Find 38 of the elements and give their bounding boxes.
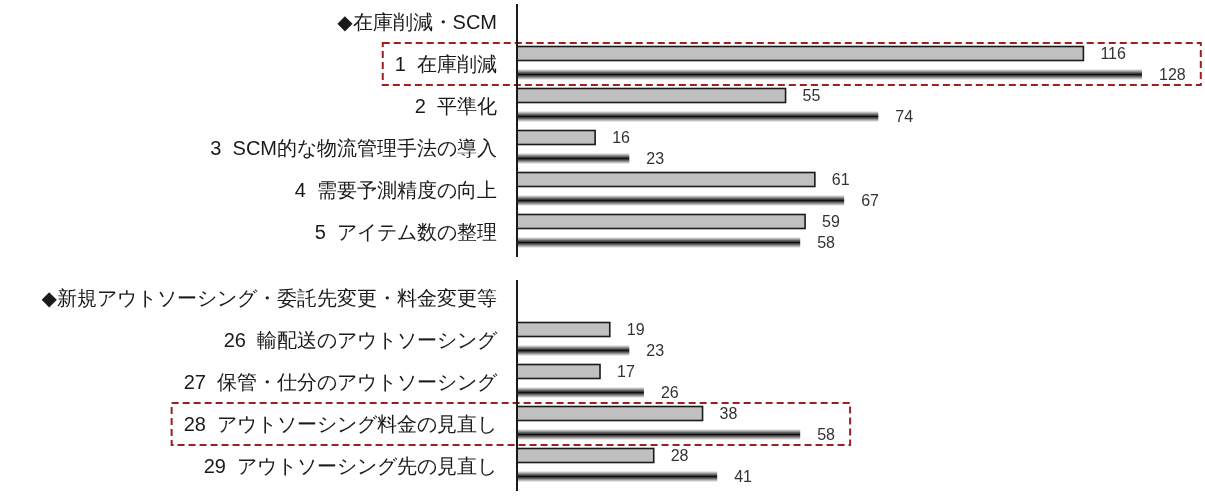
y-tick-label: 29 アウトソーシング先の見直し <box>203 455 497 477</box>
bar <box>517 429 801 440</box>
data-label: 61 <box>831 171 850 188</box>
data-label: 26 <box>660 384 679 401</box>
data-label: 58 <box>817 426 836 443</box>
y-tick-label: ◆新規アウトソーシング・委託先変更・料金変更等 <box>41 287 497 309</box>
y-tick-label: 28 アウトソーシング料金の見直し <box>183 413 497 435</box>
y-tick-label: 4 需要予測精度の向上 <box>294 179 497 201</box>
y-tick-label: 26 輸配送のアウトソーシング <box>223 329 498 351</box>
data-label: 23 <box>646 150 665 167</box>
data-label: 17 <box>617 363 635 380</box>
data-label: 19 <box>626 321 645 338</box>
data-label: 58 <box>817 234 836 251</box>
data-label: 41 <box>734 468 753 485</box>
y-tick-label: 5 アイテム数の整理 <box>314 221 497 243</box>
bar <box>517 69 1142 80</box>
data-label: 16 <box>612 129 631 146</box>
bar <box>517 195 845 206</box>
bar <box>517 387 644 398</box>
y-tick-label: 1 在庫削減 <box>394 53 497 75</box>
data-label: 74 <box>895 108 914 125</box>
bar <box>517 471 718 482</box>
y-tick-label: 27 保管・仕分のアウトソーシング <box>183 371 498 393</box>
bar <box>517 153 630 164</box>
y-tick-label: 2 平準化 <box>414 95 497 117</box>
data-label: 67 <box>861 192 880 209</box>
data-label: 23 <box>646 342 665 359</box>
bar <box>517 111 879 122</box>
data-label: 128 <box>1159 66 1186 83</box>
y-tick-label: ◆在庫削減・SCM <box>337 11 497 33</box>
bar <box>517 345 630 356</box>
data-label: 38 <box>719 405 738 422</box>
data-label: 28 <box>670 447 689 464</box>
data-label: 59 <box>822 213 840 230</box>
data-label: 55 <box>802 87 821 104</box>
y-tick-label: 3 SCM的な物流管理手法の導入 <box>210 137 497 159</box>
data-label: 116 <box>1100 45 1127 62</box>
bar <box>517 237 801 248</box>
